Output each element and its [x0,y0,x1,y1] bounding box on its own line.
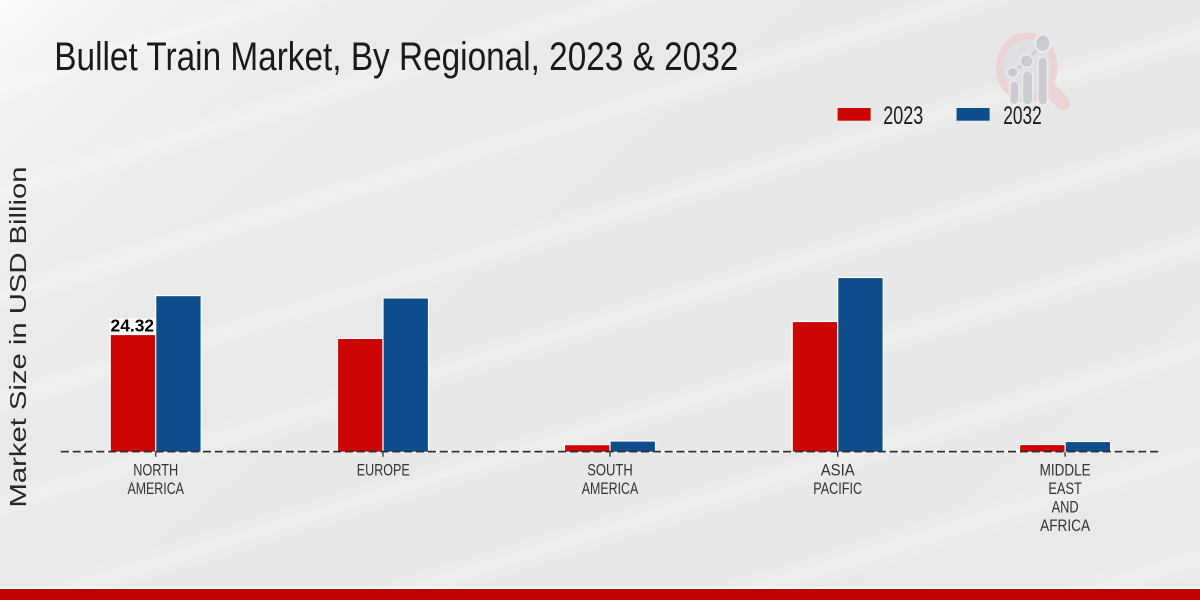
svg-text:PACIFIC: PACIFIC [813,479,862,498]
svg-text:Bullet Train Market, By Region: Bullet Train Market, By Regional, 2023 &… [54,35,738,79]
svg-text:AFRICA: AFRICA [1040,516,1091,535]
svg-text:AMERICA: AMERICA [127,479,184,498]
svg-text:EAST: EAST [1048,479,1082,498]
svg-text:MIDDLE: MIDDLE [1040,460,1091,479]
svg-text:ASIA: ASIA [821,460,856,479]
svg-text:EUROPE: EUROPE [357,460,410,479]
svg-text:2023: 2023 [883,102,923,130]
svg-text:SOUTH: SOUTH [587,460,633,479]
svg-text:AMERICA: AMERICA [582,479,639,498]
svg-text:2032: 2032 [1003,102,1042,130]
svg-text:NORTH: NORTH [133,460,178,479]
svg-text:24.32: 24.32 [111,316,155,336]
svg-text:Market Size in USD Billion: Market Size in USD Billion [5,166,31,507]
svg-text:AND: AND [1052,497,1079,516]
